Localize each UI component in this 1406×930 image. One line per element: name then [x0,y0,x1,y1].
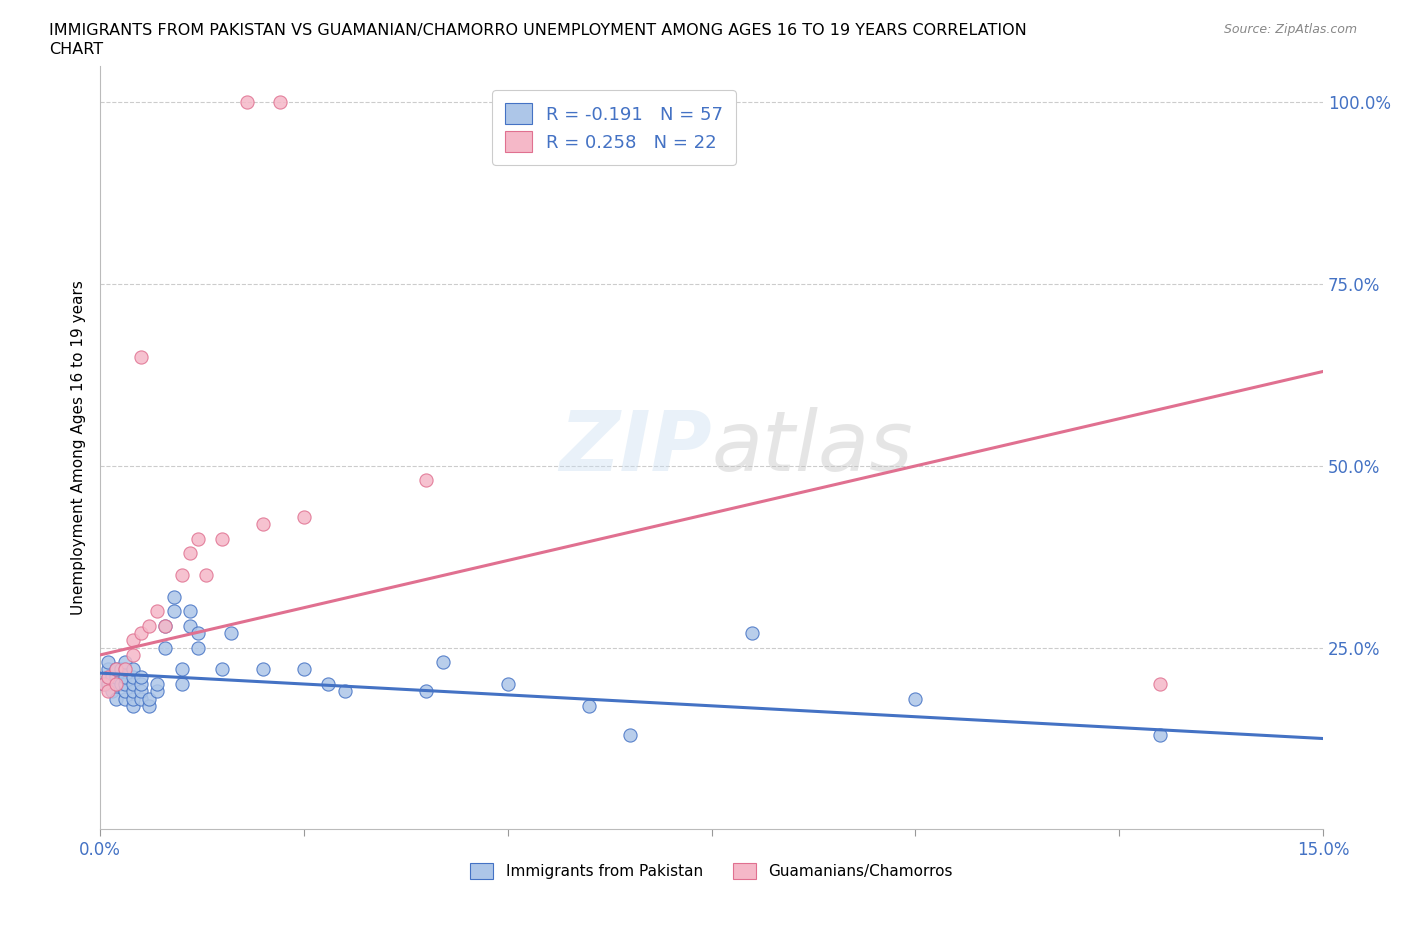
Point [129,626,152,641]
Point [129,691,152,706]
Point [114,655,136,670]
Point [415,473,437,488]
Point [114,662,136,677]
Point [105,662,128,677]
Point [114,662,136,677]
Point [121,647,143,662]
Y-axis label: Unemployment Among Ages 16 to 19 years: Unemployment Among Ages 16 to 19 years [72,280,86,616]
Point [121,633,143,648]
Point [162,604,184,618]
Point [578,698,600,713]
Point [155,618,177,633]
Point [110,662,132,677]
Point [219,626,242,641]
Point [129,670,152,684]
Point [1149,727,1171,742]
Point [179,546,201,561]
Point [252,662,274,677]
Point [333,684,356,698]
Point [138,698,160,713]
Point [93,676,115,691]
Text: atlas: atlas [711,407,914,488]
Text: CHART: CHART [49,42,103,57]
Point [269,95,291,110]
Point [211,531,233,546]
Point [155,640,177,655]
Point [211,662,233,677]
Point [432,655,454,670]
Point [187,531,209,546]
Text: ZIP: ZIP [560,407,711,488]
Point [93,676,115,691]
Point [121,691,143,706]
Point [170,662,193,677]
Point [105,670,128,684]
Point [252,517,274,532]
Text: Source: ZipAtlas.com: Source: ZipAtlas.com [1223,23,1357,36]
Point [121,684,143,698]
Point [236,95,259,110]
Point [155,618,177,633]
Point [114,676,136,691]
Point [318,676,340,691]
Point [105,662,128,677]
Text: IMMIGRANTS FROM PAKISTAN VS GUAMANIAN/CHAMORRO UNEMPLOYMENT AMONG AGES 16 TO 19 : IMMIGRANTS FROM PAKISTAN VS GUAMANIAN/CH… [49,23,1026,38]
Point [97,655,120,670]
Point [138,618,160,633]
Point [114,670,136,684]
Point [121,676,143,691]
Point [110,676,132,691]
Point [292,510,315,525]
Point [97,670,120,684]
Point [97,676,120,691]
Point [179,618,201,633]
Point [619,727,641,742]
Point [101,670,124,684]
Point [138,691,160,706]
Point [195,567,218,582]
Point [121,698,143,713]
Point [904,691,927,706]
Point [97,670,120,684]
Point [97,684,120,698]
Point [415,684,437,698]
Point [121,670,143,684]
Point [146,604,169,618]
Point [114,691,136,706]
Point [114,684,136,698]
Point [146,676,169,691]
Point [170,567,193,582]
Point [162,590,184,604]
Legend: Immigrants from Pakistan, Guamanians/Chamorros: Immigrants from Pakistan, Guamanians/Cha… [463,856,960,886]
Point [105,691,128,706]
Point [741,626,763,641]
Point [121,662,143,677]
Point [129,350,152,365]
Point [496,676,519,691]
Point [1149,676,1171,691]
Point [105,676,128,691]
Point [97,662,120,677]
Point [101,684,124,698]
Point [129,684,152,698]
Point [179,604,201,618]
Point [187,640,209,655]
Point [105,676,128,691]
Point [170,676,193,691]
Point [129,676,152,691]
Point [187,626,209,641]
Point [292,662,315,677]
Point [146,684,169,698]
